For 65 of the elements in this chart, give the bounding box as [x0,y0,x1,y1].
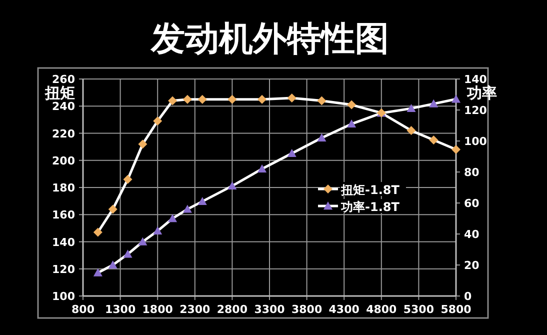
y2-tick-label: 140 [464,73,488,86]
x-tick-label: 3800 [291,303,322,316]
y-tick-label: 240 [52,100,76,114]
point [287,148,296,157]
point [198,94,207,104]
point [138,237,148,246]
y-tick-label: 160 [52,208,76,222]
x-tick-label: 4800 [366,303,398,316]
point [347,119,356,128]
point [168,96,178,106]
y-tick-label: 200 [52,154,76,168]
y2-tick-label: 120 [464,104,488,117]
chart-title: 发动机外特性图 [150,19,389,59]
point [153,116,162,126]
point [108,204,118,214]
point [452,94,460,103]
y-axis-title: 扭矩 [44,84,75,102]
point [317,96,326,106]
point [258,164,267,172]
x-tick-label: 1300 [104,303,136,316]
point [182,94,192,104]
point [108,260,118,269]
point [228,181,237,190]
point [228,94,237,104]
x-tick-label: 1800 [142,303,174,316]
y2-axis-title: 功率 [466,84,497,102]
x-tick-label: 800 [72,303,95,316]
point [452,145,460,154]
x-tick-label: 2300 [180,303,211,316]
x-tick-label: 2800 [216,303,248,316]
point [406,104,416,112]
y-tick-label: 260 [52,73,76,86]
y2-tick-label: 60 [464,197,480,210]
x-tick-label: 5300 [403,303,434,316]
y2-tick-label: 80 [464,166,480,179]
point [123,250,132,258]
point [429,99,438,108]
legend-label: 功率-1.8T [340,200,400,214]
point [182,204,192,213]
y-tick-label: 100 [52,290,76,303]
point [93,268,102,276]
point [153,226,162,234]
y-tick-label: 220 [52,127,76,140]
legend-label: 扭矩-1.8T [340,183,400,197]
point [429,136,438,145]
point [168,214,178,222]
point [93,228,102,237]
y-tick-label: 120 [52,262,76,276]
y2-tick-label: 0 [464,290,472,303]
y-tick-label: 180 [52,182,76,194]
x-tick-label: 5800 [440,303,472,316]
y-tick-label: 140 [52,236,76,249]
x-tick-label: 3300 [254,303,286,316]
point [287,93,296,102]
y2-tick-label: 20 [464,259,480,272]
point [347,100,356,110]
y2-tick-label: 100 [464,135,488,148]
point [317,133,326,142]
point [123,174,132,184]
x-tick-label: 4300 [328,303,360,316]
y2-tick-label: 40 [464,228,480,241]
point [138,140,148,149]
point [258,94,267,104]
point [406,126,416,136]
point [198,196,207,206]
